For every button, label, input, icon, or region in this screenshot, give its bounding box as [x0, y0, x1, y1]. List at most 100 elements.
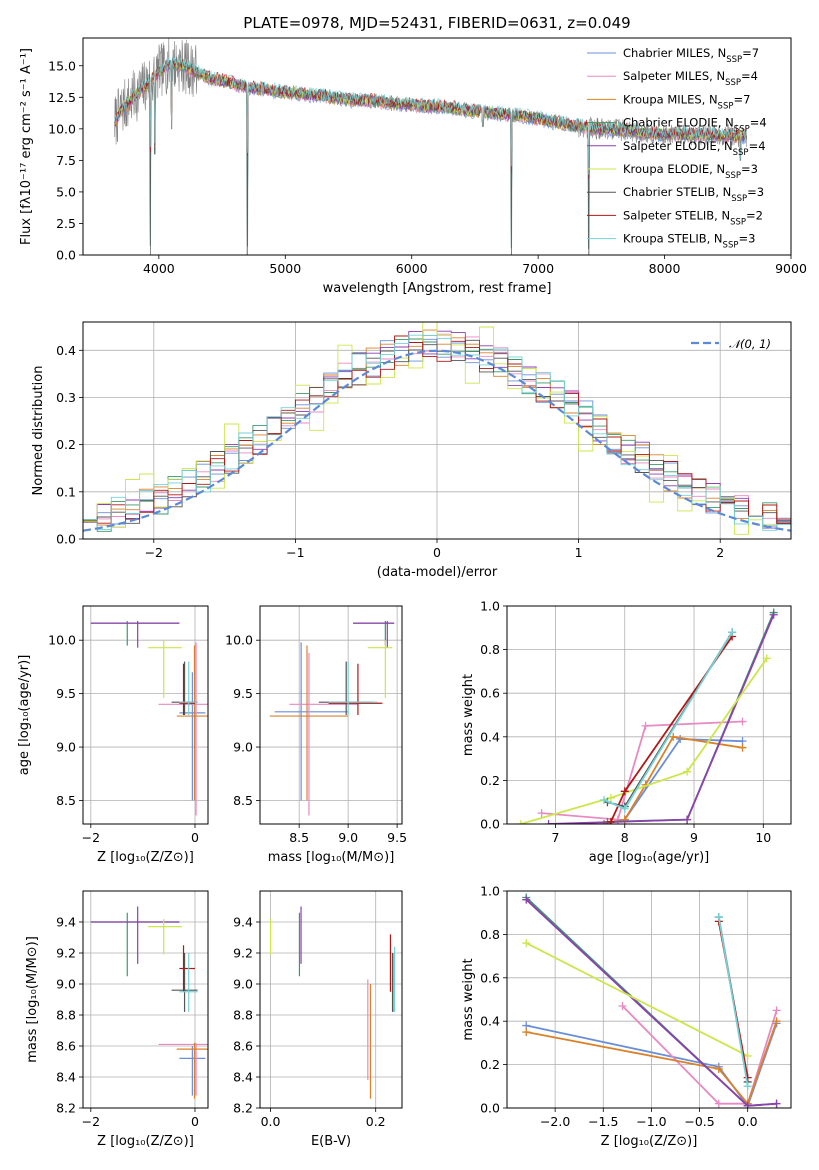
mass-weight-line [621, 1005, 778, 1105]
spectrum-panel: 4000 5000 6000 7000 8000 9000 0.0 2.5 5.0 7.5 10.0… [19, 37, 807, 296]
figure-title: PLATE=0978, MJD=52431, FIBERID=0631, z=0… [243, 14, 630, 32]
y-tick-label: 9.0 [56, 740, 76, 755]
errorbar-point [176, 1042, 208, 1099]
x-tick-label: 5000 [269, 261, 301, 276]
errorbar-point [328, 663, 383, 715]
y-tick-label: 9.2 [56, 946, 76, 961]
y-tick-label: 0.8 [480, 927, 500, 942]
x-tick-label: 0 [191, 1114, 199, 1129]
x-axis-label: (data-model)/error [377, 565, 498, 580]
mass-weight-marker [516, 820, 525, 824]
y-tick-label: 9.4 [56, 915, 76, 930]
mass-weight-marker [683, 767, 692, 776]
axes-frame [82, 321, 792, 540]
x-tick-label: 9.0 [338, 830, 358, 845]
y-tick-label: 12.5 [48, 90, 76, 105]
y-axis-label: age [log₁₀(age/yr)] [17, 655, 32, 776]
y-tick-label: 8.6 [56, 1039, 76, 1054]
y-tick-label: 8.8 [233, 1008, 253, 1023]
mass-weight-marker [669, 732, 678, 741]
y-tick-label: 0.8 [480, 642, 500, 657]
errorbar-point [269, 645, 349, 801]
axes-frame [259, 890, 403, 1109]
y-tick-label: 0.4 [480, 729, 500, 744]
mass-weight-marker [599, 796, 608, 805]
mass-weight-marker [606, 817, 615, 824]
axes-frame [506, 605, 792, 825]
x-tick-label: −1.0 [636, 1114, 666, 1129]
errorbar-point [90, 620, 180, 646]
plot-area [90, 906, 208, 1099]
x-tick-label: 0.2 [366, 1114, 386, 1129]
mass-weight-line [541, 720, 743, 821]
plot-area [90, 620, 208, 816]
mass-weight-marker [620, 787, 629, 796]
plot-area [522, 893, 781, 1108]
residual-histogram-step [83, 335, 791, 525]
y-tick-label: 0.2 [480, 1057, 500, 1072]
mass-weight-line [548, 614, 775, 824]
y-tick-label: 2.5 [56, 216, 76, 231]
legend-entry: Salpeter ELODIE, NSSP=4 [623, 139, 766, 158]
normal-distribution-curve [83, 349, 791, 532]
y-tick-label: 8.6 [233, 1039, 253, 1054]
y-tick-label: 0.1 [56, 484, 76, 499]
y-tick-label: 15.0 [48, 58, 76, 73]
mass-weight-marker [743, 1082, 752, 1091]
x-axis-label: age [log₁₀(age/yr)] [589, 850, 710, 865]
errorbar-point [318, 661, 373, 715]
y-tick-label: 0.2 [480, 773, 500, 788]
y-axis-label: mass [log₁₀(M/M⊙)] [25, 936, 40, 1063]
errorbar-point [353, 620, 395, 648]
errorbar-point [176, 645, 208, 801]
y-tick-label: 0.0 [56, 248, 76, 263]
y-tick-label: 9.0 [56, 977, 76, 992]
x-tick-label: 9 [690, 830, 698, 845]
x-tick-label: 9000 [775, 261, 807, 276]
mass-weight-marker [714, 913, 723, 922]
y-tick-label: 9.2 [233, 946, 253, 961]
legend-entry: Chabrier STELIB, NSSP=3 [623, 185, 764, 204]
residual-histogram-step [83, 339, 791, 524]
mass-weight-marker [772, 1099, 781, 1108]
mass-weight-marker [606, 793, 615, 802]
plot-area [114, 38, 747, 255]
y-tick-label: 9.0 [233, 740, 253, 755]
mass-weight-marker [522, 939, 531, 948]
mass-weight-marker [762, 654, 771, 663]
y-tick-label: 1.0 [480, 884, 500, 899]
x-tick-label: −0.5 [684, 1114, 714, 1129]
errorbar-point [179, 945, 195, 992]
legend-entry: Salpeter MILES, NSSP=4 [623, 69, 758, 88]
mass-weight-marker [522, 1028, 531, 1037]
x-tick-label: 8.5 [289, 830, 309, 845]
mass-weight-line [603, 631, 733, 810]
axes-frame [82, 605, 209, 825]
errorbar-point [179, 663, 195, 715]
y-tick-label: 10.0 [48, 121, 76, 136]
plot-area [269, 620, 395, 816]
mass-weight-vs-age-panel: 7 8 9 10 0.0 0.2 0.4 0.6 0.8 1.0 age [log₁₀(age/yr… [461, 599, 792, 865]
mass-weight-marker [772, 1017, 781, 1026]
y-tick-label: 8.2 [233, 1101, 253, 1116]
y-axis-label: mass weight [461, 958, 476, 1040]
model-spectrum-line [114, 56, 747, 175]
x-tick-label: 0.0 [738, 1114, 758, 1129]
mass-weight-marker [618, 1002, 627, 1011]
errorbar-point [90, 620, 180, 648]
x-tick-label: 7 [552, 830, 560, 845]
mass-weight-marker [743, 1101, 752, 1108]
plot-area [83, 322, 791, 535]
y-tick-label: 8.5 [56, 793, 76, 808]
mass-vs-ebv-panel: 0.0 0.2 8.2 8.4 8.6 8.8 9.0 9.2 9.4 E(B-V) [233, 890, 403, 1149]
legend-entry: Chabrier ELODIE, NSSP=4 [623, 116, 767, 135]
y-axis-label: Flux [fλ10⁻¹⁷ erg cm⁻² s⁻¹ A⁻¹] [19, 48, 34, 245]
x-tick-label: 8000 [649, 261, 681, 276]
axes-frame [506, 890, 792, 1109]
errorbar-point [148, 918, 182, 955]
mass-weight-marker [641, 721, 650, 730]
mass-weight-marker [738, 743, 747, 752]
x-tick-label: −1.5 [588, 1114, 618, 1129]
x-tick-label: −2.0 [540, 1114, 570, 1129]
mass-weight-line [717, 916, 749, 1087]
